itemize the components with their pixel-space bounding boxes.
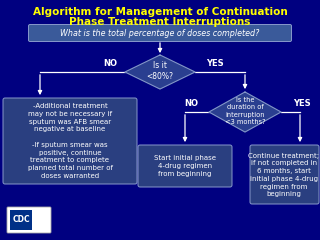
Text: NO: NO (103, 60, 117, 68)
FancyBboxPatch shape (3, 98, 137, 184)
Text: YES: YES (206, 60, 224, 68)
Text: Is it
<80%?: Is it <80%? (147, 61, 173, 81)
Text: Phase Treatment Interruptions: Phase Treatment Interruptions (69, 17, 251, 27)
FancyBboxPatch shape (7, 207, 51, 233)
FancyBboxPatch shape (10, 210, 32, 230)
Text: What is the total percentage of doses completed?: What is the total percentage of doses co… (60, 29, 260, 37)
Text: Is the
duration of
interruption
<3 months?: Is the duration of interruption <3 month… (225, 97, 265, 125)
Text: CDC: CDC (12, 216, 30, 224)
Text: -Additional treatment
may not be necessary if
sputum was AFB smear
negative at b: -Additional treatment may not be necessa… (28, 103, 113, 179)
Text: Continue treatment;
if not completed in
6 months, start
initial phase 4-drug
reg: Continue treatment; if not completed in … (248, 153, 320, 197)
Text: Algorithm for Management of Continuation: Algorithm for Management of Continuation (33, 7, 287, 17)
Text: NO: NO (184, 98, 198, 108)
FancyBboxPatch shape (250, 145, 319, 204)
Polygon shape (125, 55, 195, 89)
Text: YES: YES (293, 98, 311, 108)
Text: Start initial phase
4-drug regimen
from beginning: Start initial phase 4-drug regimen from … (154, 155, 216, 177)
FancyBboxPatch shape (28, 24, 292, 42)
Polygon shape (209, 92, 281, 132)
FancyBboxPatch shape (138, 145, 232, 187)
